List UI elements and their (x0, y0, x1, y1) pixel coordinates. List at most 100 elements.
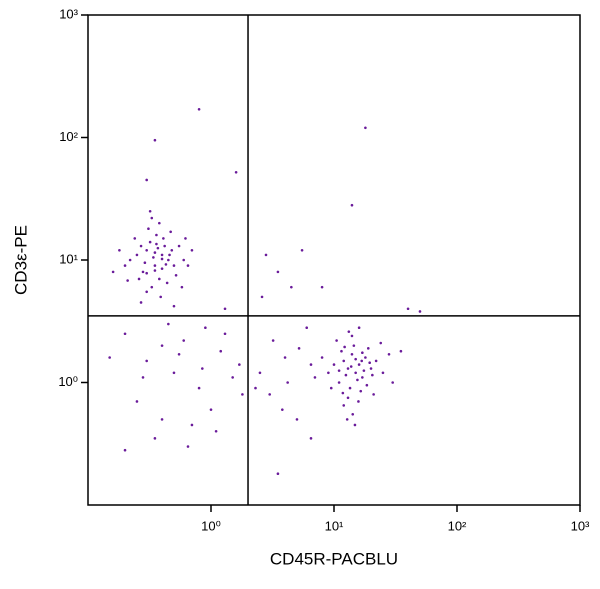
event-dot (341, 391, 345, 395)
event-dot (219, 349, 223, 353)
event-dot (155, 233, 158, 237)
event-dot (169, 230, 172, 234)
event-dot (381, 371, 385, 375)
event-dot (327, 371, 330, 375)
event-dot (241, 393, 244, 396)
event-dot (148, 209, 152, 213)
event-dot (108, 356, 111, 359)
event-dot (150, 216, 154, 220)
event-dot (223, 332, 227, 336)
event-dot (231, 376, 234, 379)
event-dot (356, 378, 359, 382)
event-dot (135, 400, 139, 403)
event-dot (354, 371, 357, 375)
event-dot (190, 423, 194, 427)
event-dot (332, 363, 336, 366)
event-dot (283, 356, 287, 359)
event-dot (351, 413, 355, 416)
event-dot (340, 349, 343, 353)
event-dot (170, 249, 174, 252)
event-dot (123, 448, 127, 452)
event-dot (174, 274, 178, 277)
event-dot (128, 258, 132, 262)
event-dot (362, 369, 366, 372)
event-dot (357, 400, 360, 403)
event-dot (168, 253, 171, 257)
event-dot (186, 445, 190, 448)
event-dot (158, 221, 161, 225)
event-dot (264, 253, 268, 257)
event-dot (160, 257, 164, 261)
y-axis-title: CD3ε-PE (11, 225, 30, 295)
event-dot (337, 381, 341, 384)
event-dot (372, 393, 375, 396)
event-dot (147, 227, 150, 231)
event-dot (348, 386, 352, 390)
event-dot (344, 373, 348, 377)
event-dot (153, 251, 157, 254)
event-dot (123, 332, 127, 336)
event-dot (141, 270, 145, 274)
event-dot (209, 408, 213, 411)
x-axis-title: CD45R-PACBLU (270, 549, 398, 568)
y-tick-label: 10⁰ (58, 374, 78, 389)
event-dot (347, 330, 351, 333)
event-dot (159, 295, 163, 299)
event-dot (364, 126, 367, 130)
event-dot (153, 437, 157, 440)
event-dot (276, 270, 280, 274)
event-dot (374, 359, 378, 363)
event-dot (158, 277, 161, 281)
event-dot (141, 376, 145, 379)
event-dot (238, 363, 241, 366)
event-dot (172, 264, 176, 267)
event-dot (152, 256, 155, 259)
event-dot (190, 249, 194, 252)
event-dot (365, 383, 369, 387)
event-dot (197, 107, 201, 111)
event-dot (150, 285, 154, 289)
event-dot (349, 365, 353, 368)
event-dot (320, 356, 324, 359)
event-dot (379, 341, 383, 345)
event-dot (271, 339, 275, 342)
event-dot (167, 322, 170, 326)
x-tick-label: 10¹ (325, 518, 344, 533)
event-dot (186, 264, 190, 267)
event-dot (160, 344, 164, 347)
event-dot (343, 345, 346, 349)
event-dot (350, 203, 354, 207)
event-dot (137, 277, 141, 281)
event-dot (180, 285, 184, 289)
event-dot (342, 404, 346, 407)
event-dot (286, 381, 289, 384)
event-dot (258, 371, 262, 375)
event-dot (268, 393, 271, 396)
y-tick-label: 10³ (59, 6, 78, 21)
x-tick-label: 10⁰ (201, 518, 221, 533)
event-dot (139, 244, 143, 248)
event-dot (145, 290, 148, 294)
event-dot (361, 351, 364, 355)
event-dot (369, 367, 373, 370)
event-dot (364, 356, 367, 359)
event-dot (167, 258, 170, 262)
event-dot (337, 369, 341, 372)
event-dot (204, 326, 207, 330)
event-dot (366, 347, 370, 350)
event-dot (160, 267, 164, 270)
event-dot (163, 244, 166, 248)
event-dot (357, 363, 361, 366)
event-dot (350, 352, 354, 356)
event-dot (297, 347, 301, 350)
x-tick-label: 10³ (571, 518, 590, 533)
event-dot (276, 472, 280, 476)
event-dot (177, 352, 181, 356)
event-dot (391, 381, 394, 384)
event-dot (295, 418, 299, 421)
event-dot (160, 253, 164, 257)
event-dot (165, 281, 169, 285)
event-dot (260, 295, 264, 299)
event-dot (335, 339, 338, 342)
